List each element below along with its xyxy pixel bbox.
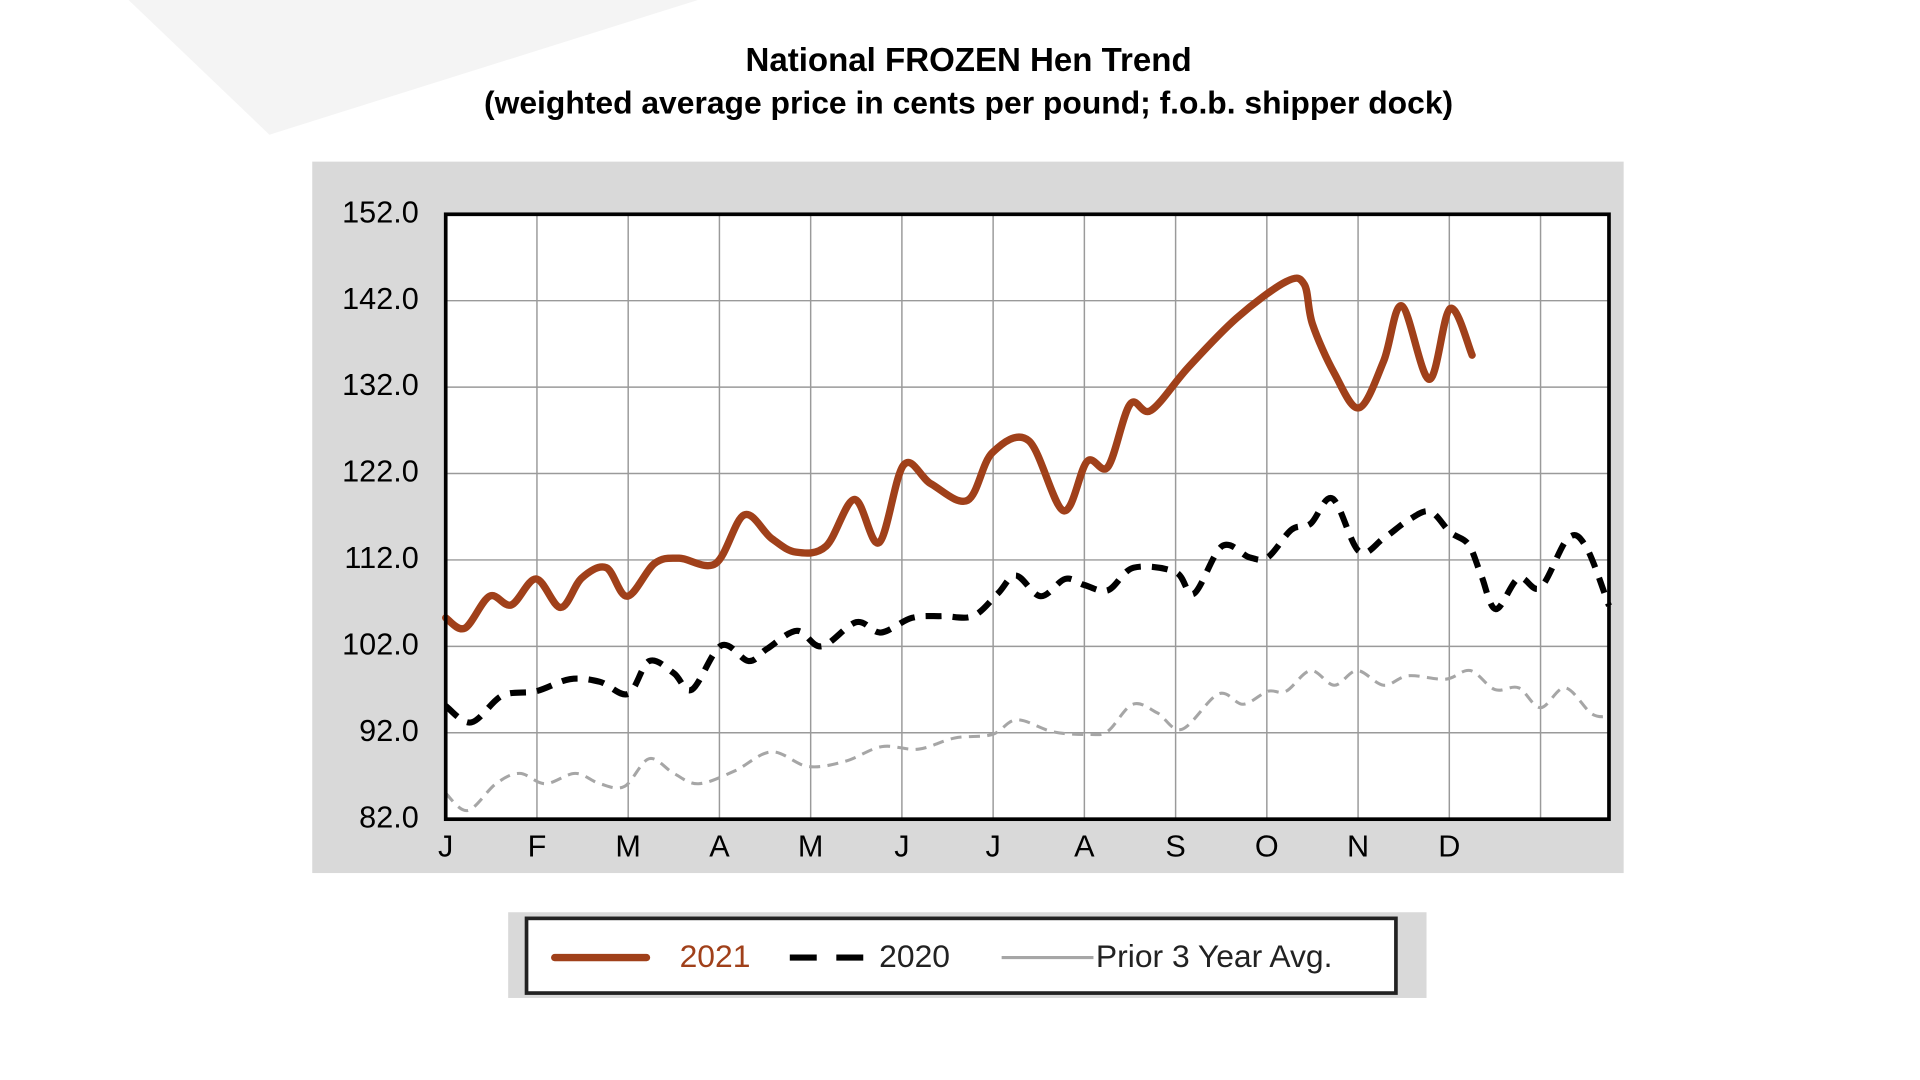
chart-title: National FROZEN Hen Trend (745, 42, 1191, 79)
y-tick-label: 102.0 (342, 627, 419, 661)
axes: 82.0 92.0 102.0 112.0 122.0 132.0 142.0 152.0 J F… (342, 195, 1460, 863)
legend-label: 2020 (879, 938, 950, 974)
series-line (444, 668, 1610, 813)
chart-subtitle: (weighted average price in cents per pou… (484, 85, 1453, 121)
plot-area (445, 214, 1609, 820)
lines (442, 274, 1612, 813)
x-tick-label: J (894, 830, 909, 864)
x-tick-label: J (438, 830, 453, 864)
legend-box (524, 916, 1398, 995)
x-tick-label: A (1074, 830, 1095, 864)
y-tick-label: 142.0 (342, 282, 419, 316)
legend: 2021 2020 Prior 3 Year Avg. (551, 938, 1333, 974)
x-tick-label: N (1347, 830, 1369, 864)
y-tick-label: 152.0 (342, 195, 419, 229)
x-tick-label: A (709, 830, 730, 864)
legend-label: 2021 (680, 938, 751, 974)
x-tick-label: M (615, 830, 641, 864)
x-tick-label: S (1165, 830, 1185, 864)
grid (444, 213, 1609, 820)
y-tick-label: 82.0 (359, 800, 419, 834)
y-tick-label: 132.0 (342, 368, 419, 402)
x-tick-label: D (1438, 830, 1460, 864)
x-tick-label: F (528, 830, 547, 864)
series-line (443, 495, 1612, 726)
x-tick-label: M (798, 830, 824, 864)
y-tick-label: 92.0 (359, 714, 419, 748)
y-tick-label: 112.0 (344, 541, 418, 575)
legend-label: Prior 3 Year Avg. (1096, 938, 1333, 974)
x-tick-label: O (1255, 830, 1279, 864)
background-shape (128, 0, 698, 135)
y-tick-label: 122.0 (342, 455, 419, 489)
x-tick-label: J (985, 830, 1000, 864)
plot-border (443, 212, 1611, 822)
series-line (442, 274, 1476, 633)
